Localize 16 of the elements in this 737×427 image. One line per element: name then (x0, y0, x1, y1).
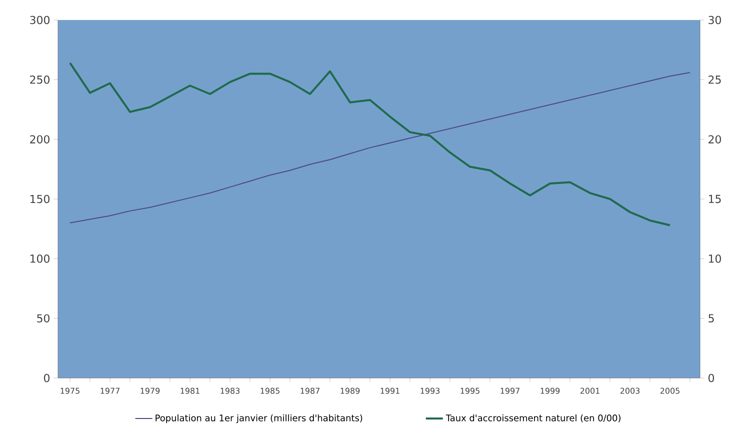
y-tick-label: 200 (30, 135, 50, 144)
y-tick-label: 100 (30, 254, 50, 263)
y2-tick-label: 10 (708, 254, 721, 263)
y-tick-label: 50 (37, 314, 50, 322)
y2-tick-label: 15 (708, 194, 721, 204)
legend-label: Population au 1er janvier (milliers d'habitants) (156, 414, 362, 424)
y2-tick-label: 0 (708, 374, 714, 382)
legend-label: Taux d'accroissement naturel (en 0/00) (446, 414, 620, 422)
y-tick-label: 150 (30, 194, 50, 204)
y2-tick-label: 5 (708, 314, 714, 322)
y2-tick-label: 20 (708, 135, 721, 144)
y-tick-label: 0 (44, 374, 50, 382)
y-tick-label: 300 (30, 16, 50, 24)
y2-tick-label: 30 (708, 16, 721, 24)
y2-tick-label: 25 (708, 76, 721, 84)
y-tick-label: 250 (30, 76, 50, 84)
